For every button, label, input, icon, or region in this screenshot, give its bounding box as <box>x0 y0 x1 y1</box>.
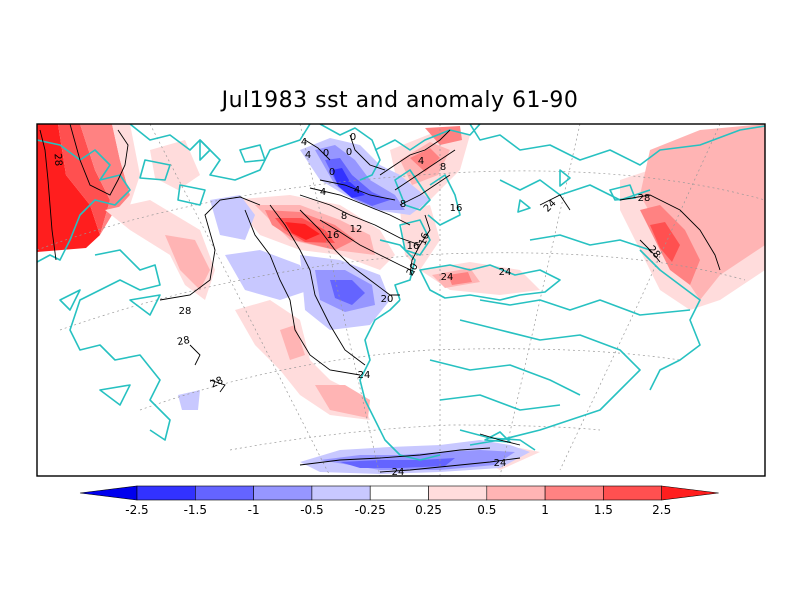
contour-label: 0 <box>346 147 352 158</box>
colorbar-tick-label: 2.5 <box>652 503 671 517</box>
contour-label: 16 <box>450 203 463 214</box>
graticule <box>37 124 765 476</box>
contour-label: 28 <box>638 193 651 204</box>
colorbar-swatch <box>79 485 138 501</box>
contour-label: 24 <box>392 467 405 478</box>
colorbar-tick-label: 0.25 <box>415 503 442 517</box>
colorbar-swatch <box>369 485 429 501</box>
contour-label: 0 <box>350 132 356 143</box>
contour-label: 24 <box>494 458 507 469</box>
contour-label: 28 <box>176 335 190 348</box>
colorbar-tick-label: 0.5 <box>477 503 496 517</box>
colorbar-tick-label: 1.5 <box>594 503 613 517</box>
colorbar-swatch <box>253 485 313 501</box>
contour-label: 4 <box>305 150 311 161</box>
warm-anomaly-shading <box>37 124 765 470</box>
colorbar-tick-label: -0.25 <box>355 503 386 517</box>
colorbar-swatch <box>136 485 196 501</box>
contour-label: 4 <box>418 156 424 167</box>
colorbar-tick-label: -1 <box>248 503 260 517</box>
contour-label: 8 <box>400 199 406 210</box>
colorbar-swatch <box>603 485 663 501</box>
colorbar-swatch <box>311 485 371 501</box>
map-field: 28 4 4 0 0 0 0 4 4 4 8 8 8 12 16 16 16 1… <box>37 124 765 478</box>
contour-label: 12 <box>350 224 363 235</box>
contour-label: 0 <box>329 167 335 178</box>
contour-label: 4 <box>301 137 307 148</box>
map-title: Jul1983 sst and anomaly 61-90 <box>221 88 579 113</box>
contour-label: 8 <box>341 211 347 222</box>
colorbar-tick-label: -1.5 <box>184 503 207 517</box>
contour-label: 28 <box>179 306 192 317</box>
contour-label: 0 <box>323 148 329 159</box>
colorbar-swatch <box>661 485 719 501</box>
map-frame <box>36 123 766 477</box>
colorbar-tick-label: -2.5 <box>125 503 148 517</box>
contour-label: 16 <box>327 230 340 241</box>
colorbar-tick-label: 1 <box>541 503 549 517</box>
colorbar-swatch <box>544 485 604 501</box>
colorbar-swatch <box>428 485 488 501</box>
colorbar-swatch <box>195 485 254 501</box>
colorbar-swatch <box>486 485 546 501</box>
contour-label: 28 <box>51 153 63 167</box>
contour-labels: 28 4 4 0 0 0 0 4 4 4 8 8 8 12 16 16 16 1… <box>51 132 662 478</box>
contour-label: 4 <box>320 187 326 198</box>
colorbar-tick-label: -0.5 <box>300 503 323 517</box>
contour-label: 4 <box>354 185 360 196</box>
cool-anomaly-shading <box>178 138 530 474</box>
contour-label: 16 <box>407 241 420 252</box>
contour-label: 8 <box>440 162 446 173</box>
contour-label: 24 <box>441 272 454 283</box>
contour-label: 20 <box>381 294 394 305</box>
contour-label: 28 <box>209 375 225 390</box>
sst-contours <box>39 124 721 473</box>
colorbar: -2.5 -1.5 -1 -0.5 -0.25 0.25 0.5 1 1.5 2.5 <box>79 485 719 517</box>
contour-label: 24 <box>499 267 512 278</box>
contour-label: 24 <box>358 370 371 381</box>
contour-label: 16 <box>417 231 432 247</box>
